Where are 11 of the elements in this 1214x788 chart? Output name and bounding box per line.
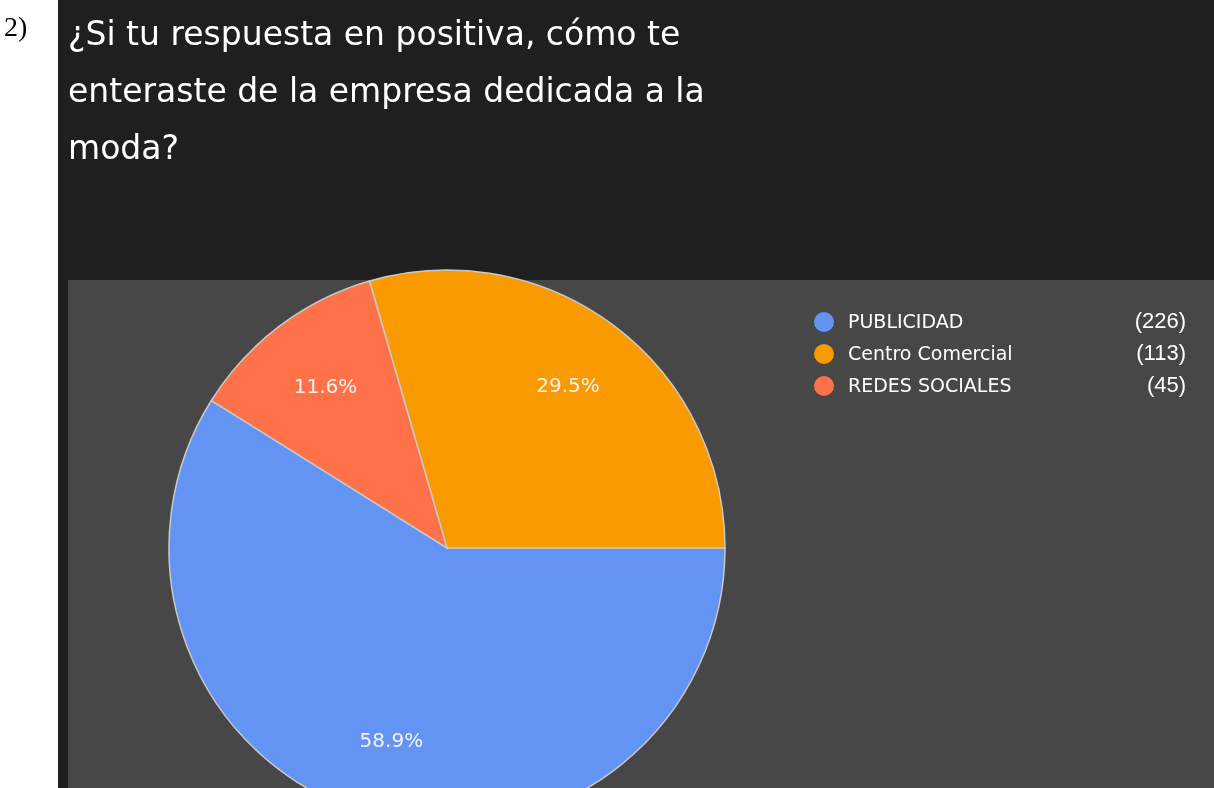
text: (113) xyxy=(1136,339,1186,365)
data-label: 11.6% xyxy=(293,373,358,398)
chart-title: ¿Si tu respuesta en positiva, cómo te enteraste de la empresa dedicada a la moda? xyxy=(68,14,705,167)
text: 2) xyxy=(4,11,28,42)
legend-label: Centro Comercial xyxy=(848,341,1013,364)
legend-label: REDES SOCIALES xyxy=(848,373,1012,396)
legend-label: PUBLICIDAD xyxy=(848,309,964,332)
data-label: 58.9% xyxy=(359,728,424,753)
text: (226) xyxy=(1134,307,1186,333)
text: (45) xyxy=(1146,371,1186,397)
data-label: 29.5% xyxy=(536,373,600,398)
